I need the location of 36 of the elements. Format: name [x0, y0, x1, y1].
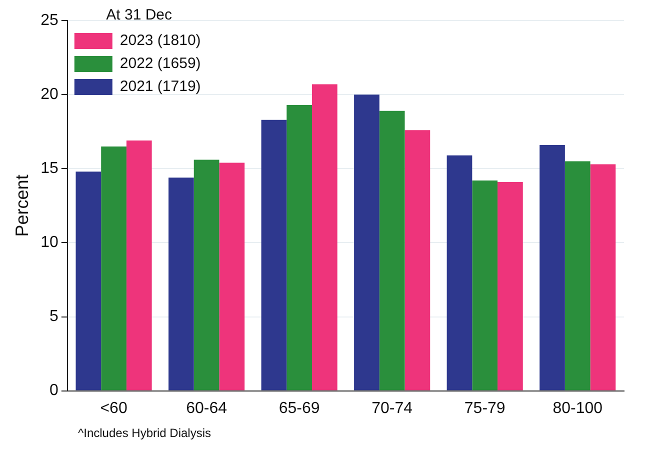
x-tick-label: <60 [100, 400, 128, 417]
bar [101, 146, 126, 390]
y-axis-title: Percent [12, 174, 32, 237]
legend-label: 2021 (1719) [120, 78, 201, 96]
y-tick-label: 15 [40, 160, 58, 178]
y-tick-label: 10 [40, 234, 58, 252]
bar [354, 94, 380, 390]
bar [168, 178, 194, 390]
bar [286, 105, 312, 390]
x-tick-label: 65-69 [278, 400, 320, 417]
bar [76, 172, 102, 390]
x-tick-label: 60-64 [186, 400, 228, 417]
bar [194, 160, 220, 390]
bar [379, 110, 405, 390]
y-tick-label: 5 [49, 308, 58, 326]
legend-title: At 31 Dec [106, 6, 173, 24]
bar [472, 180, 498, 390]
legend-label: 2023 (1810) [120, 32, 201, 50]
x-tick-label: 80-100 [552, 400, 603, 417]
bar [219, 162, 245, 390]
bar [498, 182, 523, 390]
bar [261, 120, 287, 390]
y-tick-label: 20 [40, 86, 58, 104]
bar [312, 84, 338, 390]
y-tick-label: 25 [40, 12, 58, 30]
legend-label: 2022 (1659) [120, 55, 201, 72]
x-tick-label: 75-79 [464, 400, 506, 417]
bar [126, 140, 152, 390]
y-tick-label: 0 [49, 382, 58, 400]
bar [564, 161, 590, 390]
bar [404, 130, 430, 390]
bar [540, 144, 565, 390]
bar [590, 164, 616, 390]
x-tick-label: 70-74 [372, 400, 413, 417]
text: ^Includes Hybrid Dialysis [78, 426, 212, 440]
bar [446, 155, 472, 390]
